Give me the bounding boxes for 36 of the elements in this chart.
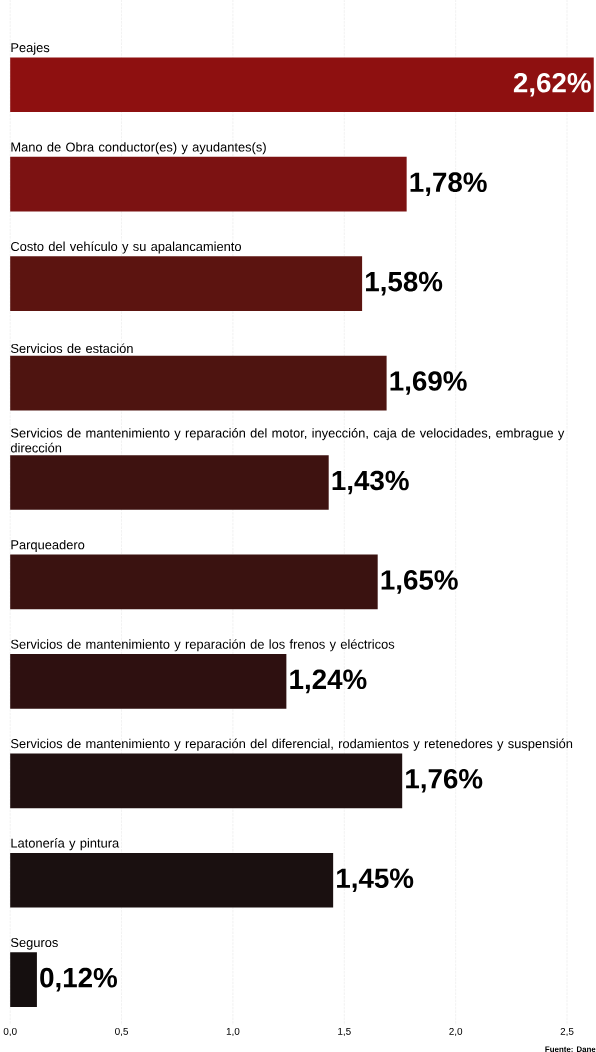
data-label: 1,65% [381,570,458,594]
data-label: 1,78% [410,172,487,196]
data-label: 1,43% [332,470,409,495]
y-tick-label: Servicios de mantenimiento y reparación del motor, inyección, caja de velocidades, embrague y dirección [10,427,565,453]
x-tick-label: 1,5 [338,1027,351,1036]
y-tick-label: Latonería y pintura [11,838,120,851]
y-tick-label: Peajes [11,42,50,55]
y-tick-label: Servicios de estación [10,343,133,354]
bar [10,852,334,908]
bar [10,355,387,411]
data-label: 1,24% [290,669,367,694]
bar [10,952,37,1008]
bar [10,554,378,610]
data-label: 2,62% [513,72,591,97]
bar [10,654,287,709]
data-label: 1,69% [390,371,467,395]
x-tick-label: 0,5 [115,1027,129,1037]
data-label: 1,58% [366,271,443,296]
y-tick-label: Servicios de mantenimiento y reparación del diferencial, rodamientos y retenedores y suspensión [10,738,573,751]
x-tick-label: 2,5 [560,1027,574,1037]
x-tick-label: 0,0 [3,1027,17,1037]
data-label: 1,76% [406,768,483,793]
y-tick-label: Costo del vehículo y su apalancamiento [11,241,242,254]
bar [10,57,594,113]
bar [10,256,363,311]
data-label: 1,45% [337,868,414,893]
y-tick-label: Parqueadero [11,539,85,552]
x-tick-label: 2,0 [449,1027,463,1037]
y-tick-label: Seguros [10,937,58,950]
y-tick-label: Servicios de mantenimiento y reparación de los frenos y eléctricos [10,639,395,652]
bar [10,455,329,510]
x-tick-label: 1,0 [226,1027,240,1037]
data-label: 0,12% [40,967,118,992]
bar [10,156,407,212]
y-tick-label: Mano de Obra conductor(es) y ayudantes(s) [11,142,266,155]
bar [10,753,403,809]
